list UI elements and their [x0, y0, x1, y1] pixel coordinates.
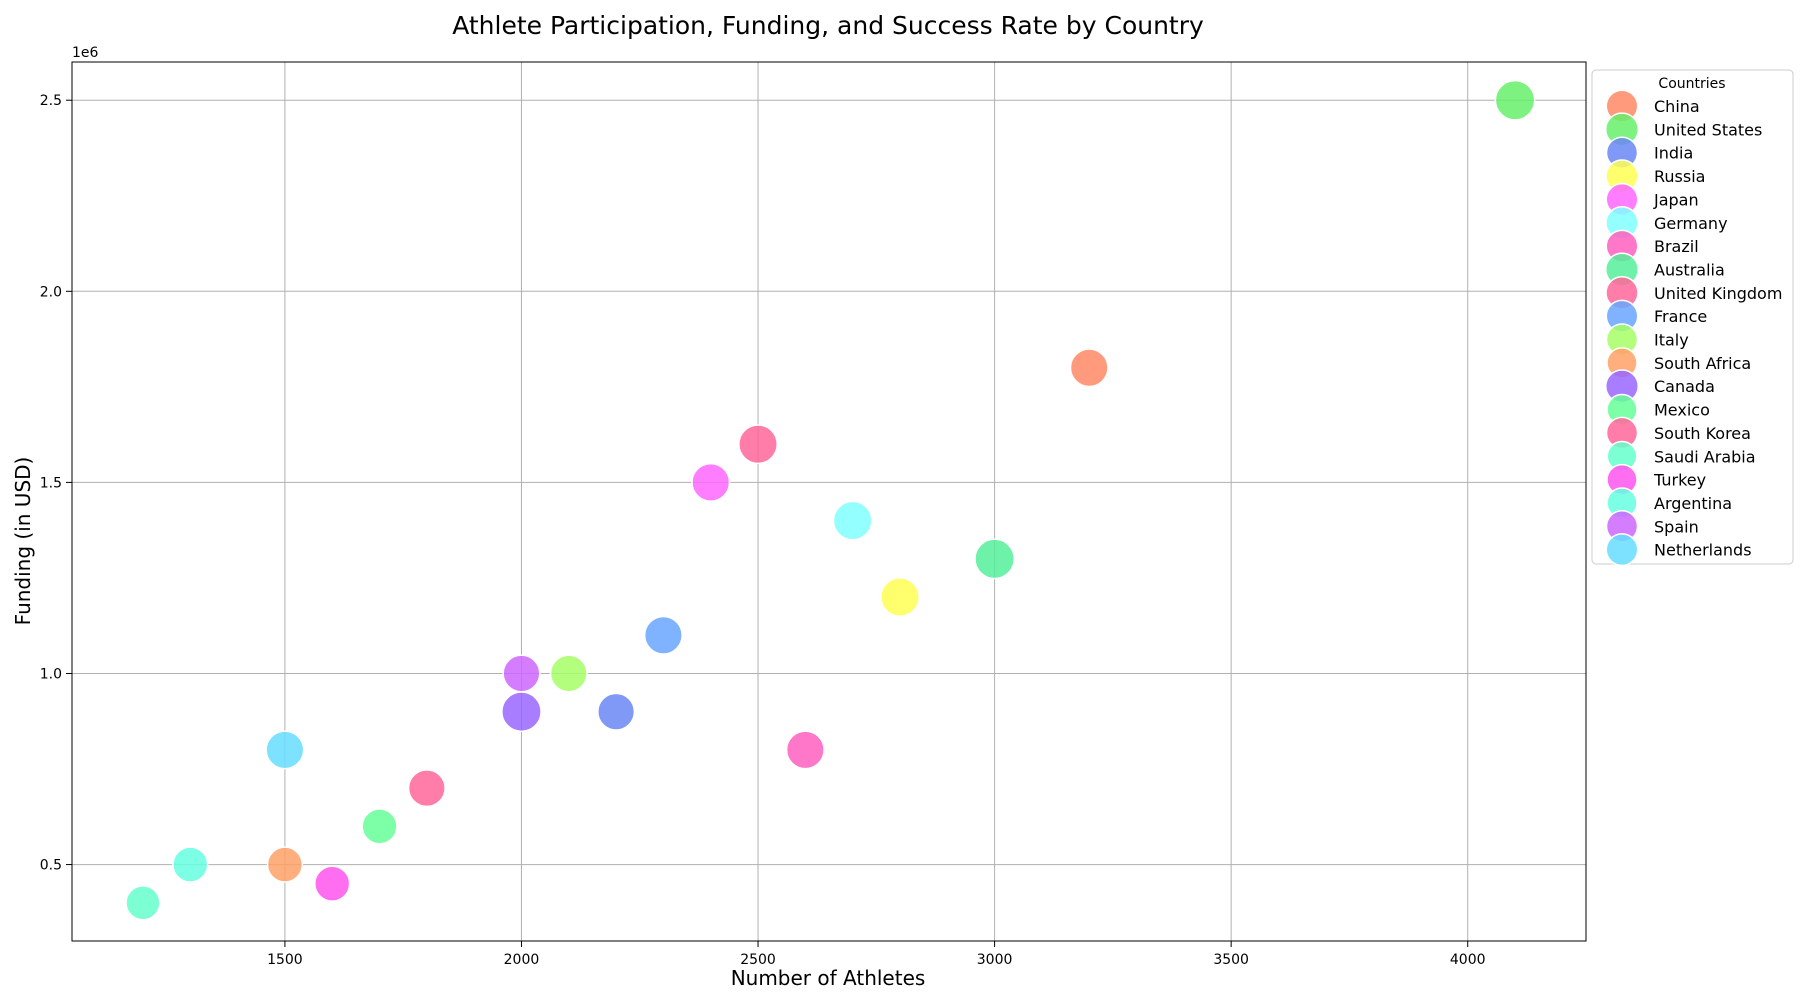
data-point-japan — [691, 462, 731, 502]
legend-title: Countries — [1658, 76, 1725, 92]
legend-label: South Africa — [1654, 354, 1751, 373]
x-tick-label: 4000 — [1450, 952, 1486, 968]
chart-title: Athlete Participation, Funding, and Succ… — [452, 11, 1204, 40]
data-point-turkey — [314, 865, 351, 902]
data-point-netherlands — [265, 730, 305, 770]
legend-label: Mexico — [1654, 401, 1710, 420]
data-point-mexico — [361, 808, 398, 845]
data-point-south-africa — [266, 846, 304, 883]
data-point-united-kingdom — [738, 424, 778, 465]
y-tick-label: 0.5 — [40, 858, 62, 874]
data-point-france — [643, 615, 683, 655]
x-tick-label: 3500 — [1213, 952, 1249, 968]
data-point-russia — [880, 577, 920, 617]
x-tick-label: 2000 — [504, 952, 540, 968]
legend: Countries China United States India Russia J… — [1591, 69, 1794, 567]
y-axis-label: Funding (in USD) — [11, 457, 35, 626]
x-axis-ticks: 1500 2000 2500 3000 3500 4000 — [267, 941, 1486, 968]
y-tick-label: 1.5 — [40, 475, 62, 491]
data-point-argentina — [172, 846, 209, 883]
legend-label: South Korea — [1654, 424, 1751, 443]
data-point-germany — [832, 500, 873, 541]
x-axis-label: Number of Athletes — [731, 966, 926, 990]
legend-label: Brazil — [1654, 237, 1699, 256]
legend-label: United Kingdom — [1654, 284, 1782, 303]
legend-label: Netherlands — [1654, 541, 1752, 560]
legend-label: Turkey — [1653, 471, 1706, 490]
y-tick-label: 2.5 — [40, 93, 62, 109]
y-tick-label: 1.0 — [40, 666, 62, 682]
legend-label: Russia — [1654, 167, 1705, 186]
data-points — [125, 79, 1536, 921]
x-tick-label: 2500 — [740, 952, 776, 968]
y-tick-label: 2.0 — [40, 284, 62, 300]
legend-label: China — [1654, 97, 1700, 116]
x-tick-label: 1500 — [267, 952, 303, 968]
legend-label: Spain — [1654, 517, 1699, 536]
legend-label: United States — [1654, 120, 1762, 139]
legend-label: Germany — [1654, 214, 1728, 233]
legend-label: Italy — [1654, 331, 1689, 350]
legend-items: China United States India Russia Japan German… — [1605, 89, 1782, 567]
data-point-brazil — [785, 730, 825, 770]
data-point-united-states — [1494, 79, 1536, 121]
legend-label: Canada — [1654, 377, 1715, 396]
y-axis-offset-label: 1e6 — [72, 45, 99, 61]
data-point-australia — [974, 538, 1015, 580]
legend-box — [1591, 69, 1794, 565]
data-point-india — [597, 692, 636, 731]
data-point-canada — [501, 691, 542, 733]
y-axis-ticks: 0.5 1.0 1.5 2.0 2.5 — [40, 93, 72, 874]
plot-area-frame — [71, 61, 1587, 942]
legend-marker — [1605, 533, 1639, 567]
legend-label: France — [1654, 307, 1707, 326]
data-point-italy — [549, 654, 588, 693]
x-tick-label: 3000 — [977, 952, 1013, 968]
data-point-china — [1069, 348, 1109, 388]
legend-label: Argentina — [1654, 494, 1732, 513]
legend-label: Saudi Arabia — [1654, 447, 1756, 466]
legend-label: Australia — [1654, 260, 1725, 279]
data-point-saudi-arabia — [125, 885, 161, 921]
data-point-spain — [502, 654, 541, 693]
legend-label: India — [1654, 144, 1693, 163]
data-point-south-korea — [407, 769, 446, 808]
grid-lines — [72, 62, 1586, 941]
legend-label: Japan — [1653, 190, 1699, 209]
